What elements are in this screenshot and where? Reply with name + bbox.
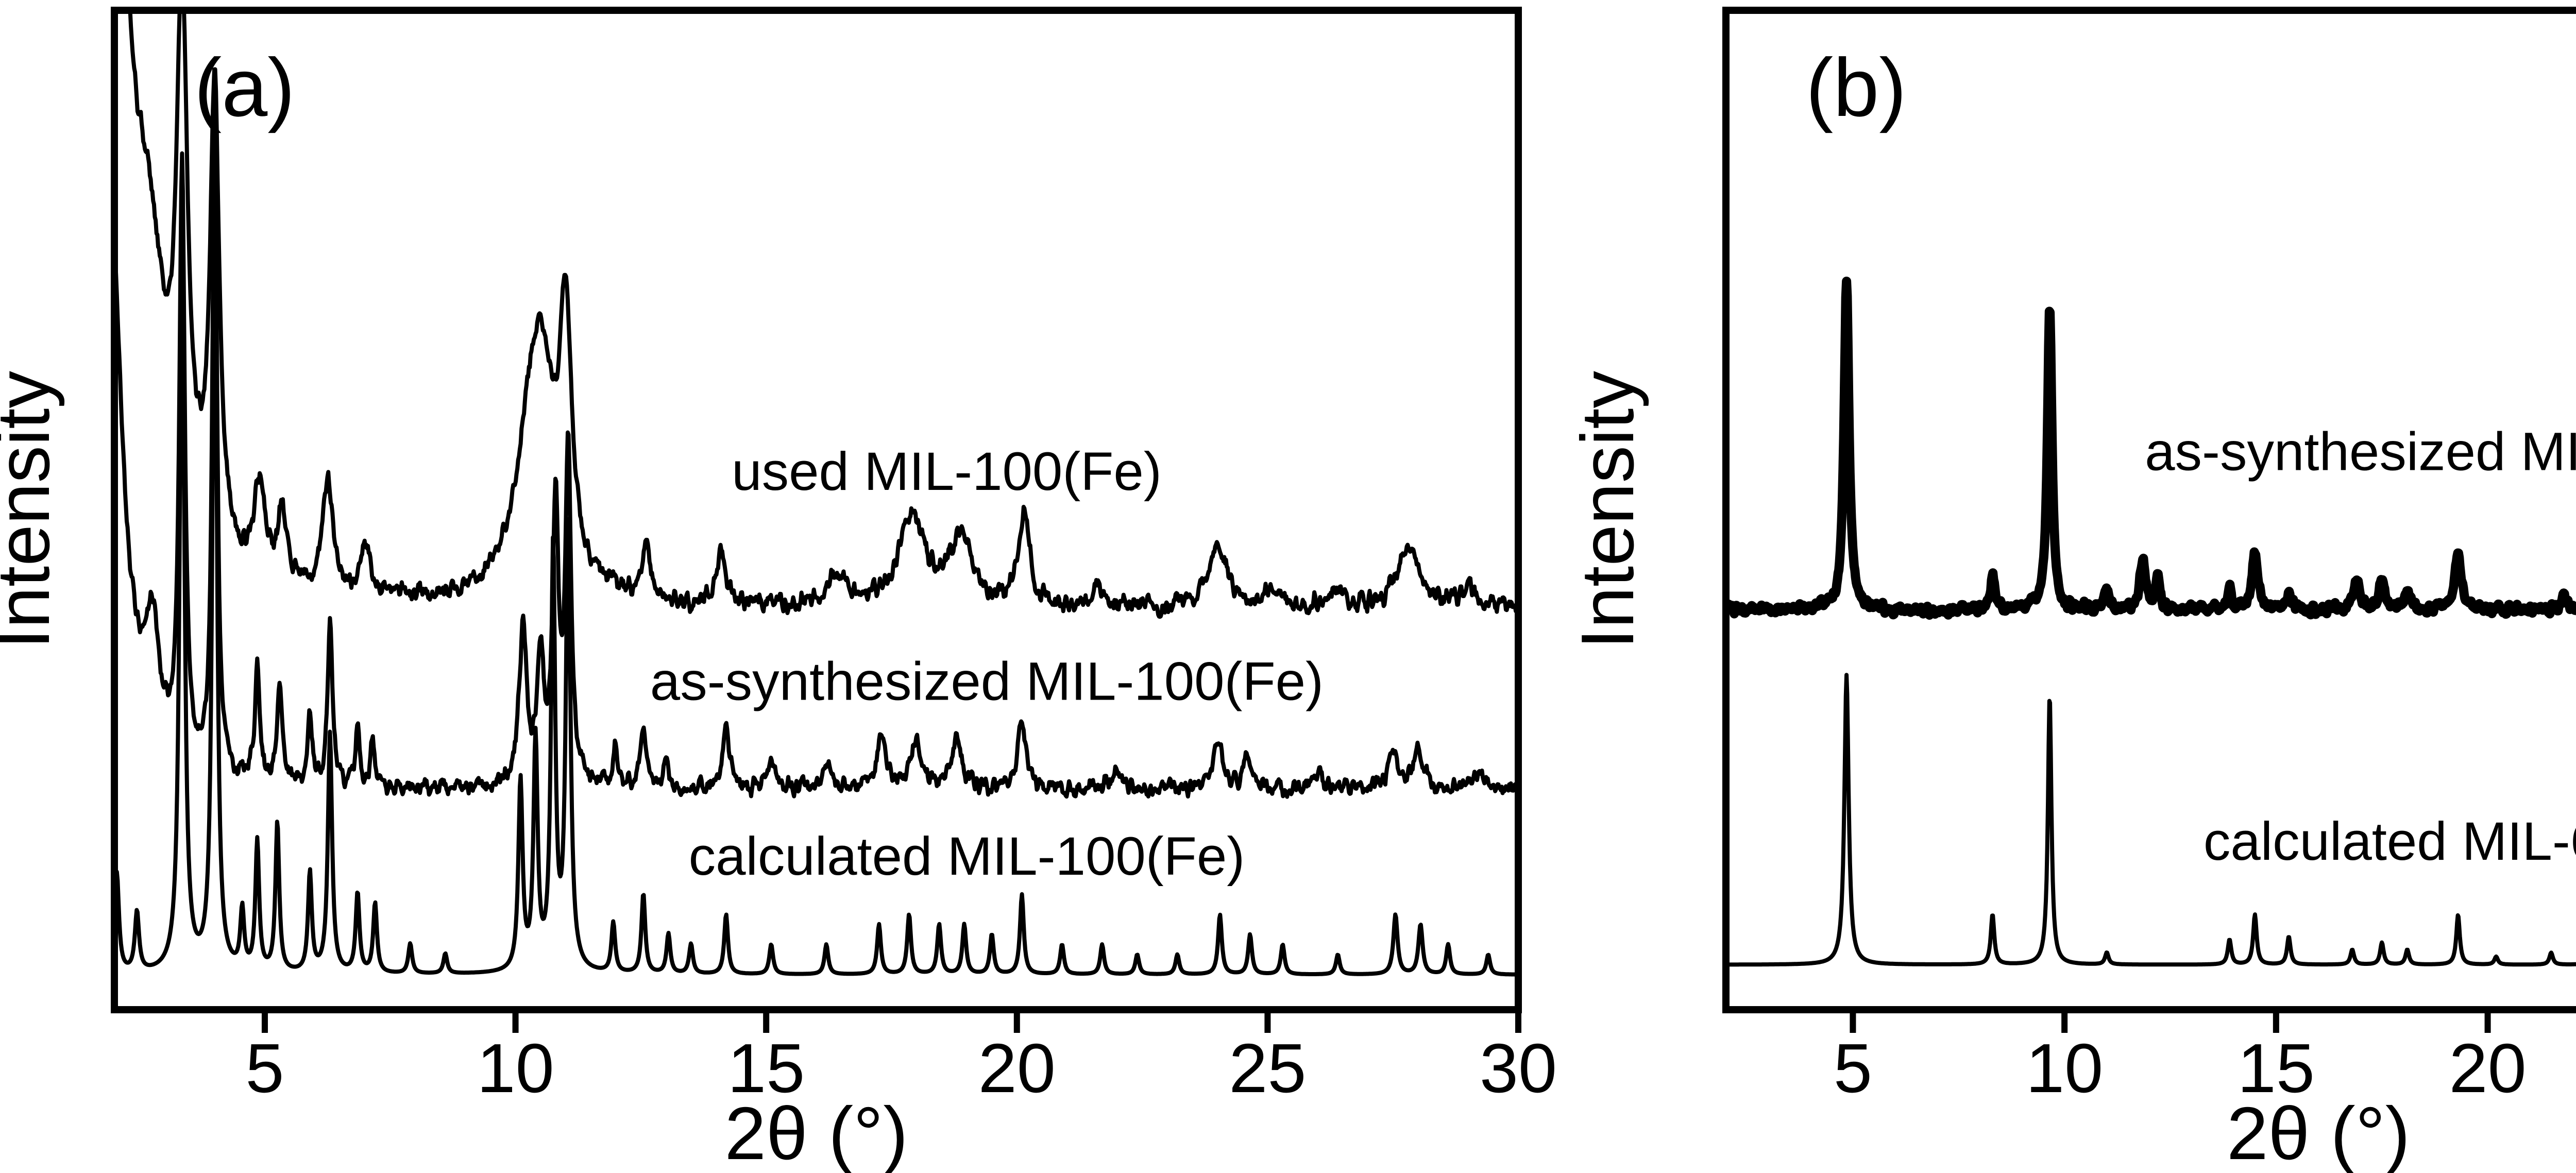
series-label-2: calculated MIL-100(Fe) bbox=[689, 826, 1245, 887]
x-tick-label: 10 bbox=[477, 1029, 554, 1107]
xrd-trace-1 bbox=[114, 98, 1518, 799]
series-label-1: as-synthesized MIL-100(Fe) bbox=[650, 652, 1324, 712]
x-tick-label: 30 bbox=[1480, 1029, 1557, 1107]
y-axis-label: Intensity bbox=[0, 371, 65, 649]
xrd-trace-2 bbox=[114, 162, 1518, 977]
panel-tag: (a) bbox=[194, 41, 295, 133]
xrd-trace-1 bbox=[1726, 673, 2576, 967]
panel-tag: (b) bbox=[1806, 41, 1907, 133]
series-label-0: used MIL-100(Fe) bbox=[732, 441, 1162, 502]
series-label-0: as-synthesized MIL-68(Fe) bbox=[2145, 421, 2576, 482]
panel-b-chart: as-synthesized MIL-68(Fe) calculated MIL-… bbox=[1571, 0, 2576, 1173]
plot-border bbox=[111, 7, 1522, 1013]
xrd-trace-0 bbox=[1726, 277, 2576, 620]
x-tick-label: 25 bbox=[1229, 1029, 1306, 1107]
x-tick-label: 20 bbox=[2449, 1029, 2526, 1107]
x-tick-label: 20 bbox=[978, 1029, 1056, 1107]
x-axis-label: 2θ (°) bbox=[724, 1092, 908, 1173]
plot-border bbox=[1722, 7, 2576, 1013]
panel-a-chart: used MIL-100(Fe) as-synthesized MIL-100(F… bbox=[0, 7, 1557, 1173]
xrd-trace-0 bbox=[128, 10, 1518, 619]
series-label-1: calculated MIL-68(Fe) bbox=[2204, 811, 2576, 872]
x-tick-label: 10 bbox=[2026, 1029, 2103, 1107]
x-tick-label: 15 bbox=[2238, 1029, 2315, 1107]
x-axis-label: 2θ (°) bbox=[2227, 1092, 2410, 1173]
x-tick-label: 5 bbox=[245, 1029, 284, 1107]
x-tick-label: 15 bbox=[727, 1029, 805, 1107]
y-axis-label: Intensity bbox=[1571, 371, 1649, 649]
x-tick-label: 5 bbox=[1834, 1029, 1872, 1107]
